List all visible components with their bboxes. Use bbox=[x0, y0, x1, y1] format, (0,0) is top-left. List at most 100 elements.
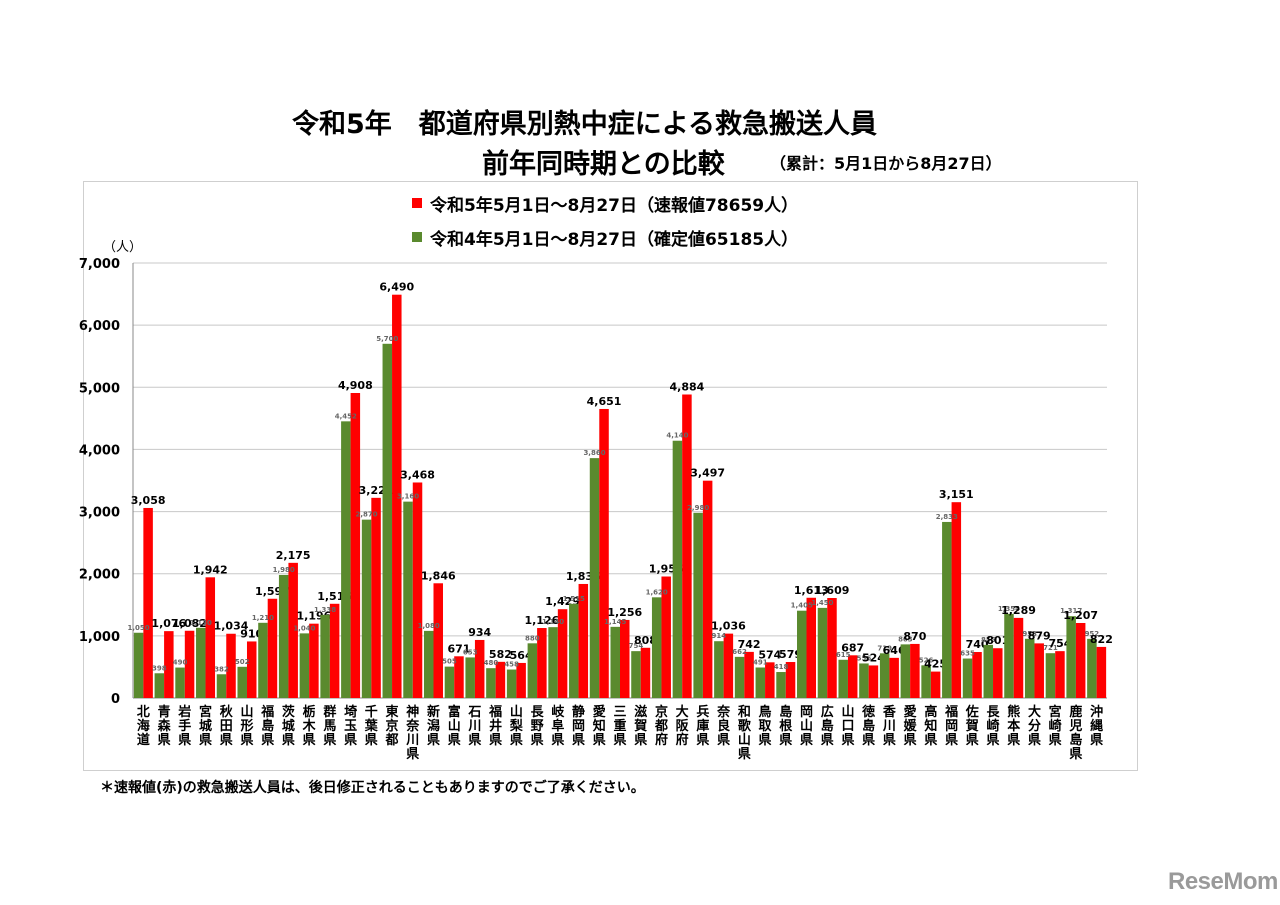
bar-previous bbox=[631, 651, 641, 698]
bar-current bbox=[827, 598, 837, 698]
bar-previous bbox=[797, 610, 807, 698]
x-tick-label: 島根県 bbox=[779, 704, 793, 748]
data-label-current: 524 bbox=[862, 651, 885, 664]
bar-previous bbox=[962, 658, 973, 698]
bar-current bbox=[288, 562, 298, 698]
data-label-previous: 1,354 bbox=[998, 605, 1020, 613]
bar-previous bbox=[361, 519, 372, 698]
y-tick-label: 6,000 bbox=[79, 319, 120, 334]
data-label-current: 4,884 bbox=[670, 380, 705, 393]
bar-previous bbox=[1087, 638, 1097, 698]
y-tick-label: 7,000 bbox=[79, 257, 120, 272]
bar-previous bbox=[258, 622, 268, 698]
x-tick-label: 大分県 bbox=[1028, 704, 1041, 748]
bar-previous bbox=[1045, 653, 1056, 698]
data-label-current: 2,175 bbox=[276, 549, 311, 562]
bar-previous bbox=[382, 343, 393, 698]
data-label-current: 1,082 bbox=[172, 617, 207, 630]
bar-previous bbox=[320, 614, 330, 698]
data-label-previous: 491 bbox=[753, 658, 768, 666]
x-tick-label: 鹿児島県 bbox=[1068, 704, 1082, 762]
bar-previous bbox=[299, 633, 310, 698]
bar-current bbox=[765, 662, 775, 698]
data-label-previous: 952 bbox=[1085, 630, 1100, 638]
data-label-previous: 2,870 bbox=[355, 511, 377, 519]
data-label-previous: 3,160 bbox=[397, 493, 419, 501]
data-label-previous: 556 bbox=[857, 654, 872, 662]
bar-previous bbox=[175, 667, 185, 698]
data-label-current: 822 bbox=[1090, 633, 1113, 646]
data-label-previous: 719 bbox=[877, 644, 892, 652]
bar-previous bbox=[776, 672, 786, 698]
data-label-previous: 4,140 bbox=[666, 432, 688, 440]
y-tick-label: 3,000 bbox=[79, 506, 120, 521]
chart-period-note: （累計：5月1日から8月27日） bbox=[770, 154, 1002, 173]
x-tick-label: 福岡県 bbox=[944, 704, 958, 748]
data-label-current: 1,076 bbox=[151, 617, 186, 630]
x-tick-label: 沖縄県 bbox=[1090, 704, 1103, 748]
x-tick-label: 秋田県 bbox=[220, 704, 234, 748]
bar-current bbox=[537, 628, 547, 698]
data-label-previous: 2,980 bbox=[687, 504, 709, 512]
data-label-current: 425 bbox=[924, 658, 947, 671]
bar-current bbox=[723, 633, 734, 698]
bar-previous bbox=[879, 653, 890, 698]
data-label-previous: 1,050 bbox=[128, 624, 150, 632]
x-tick-label: 石川県 bbox=[467, 705, 481, 748]
bar-previous bbox=[983, 644, 994, 698]
legend-item-previous: 令和4年5月1日～8月27日（確定値65185人） bbox=[412, 224, 798, 250]
x-tick-label: 宮城県 bbox=[199, 704, 212, 748]
x-tick-label: 岩手県 bbox=[177, 704, 191, 748]
data-label-current: 4,908 bbox=[338, 379, 373, 392]
data-label-previous: 635 bbox=[960, 650, 975, 658]
data-label-current: 574 bbox=[758, 648, 781, 661]
x-tick-label: 千葉県 bbox=[364, 704, 379, 748]
data-label-previous: 1,040 bbox=[293, 624, 315, 632]
bar-current bbox=[1096, 646, 1107, 698]
data-label-current: 742 bbox=[738, 638, 761, 651]
bar-previous bbox=[154, 673, 165, 698]
data-label-previous: 662 bbox=[732, 648, 747, 656]
data-label-previous: 721 bbox=[1043, 644, 1058, 652]
y-tick-label: 4,000 bbox=[79, 443, 120, 458]
data-label-current: 3,058 bbox=[131, 494, 166, 507]
data-label-current: 1,846 bbox=[421, 569, 456, 582]
bar-previous bbox=[714, 641, 724, 698]
x-tick-label: 大阪府 bbox=[676, 704, 690, 748]
bar-previous bbox=[942, 521, 952, 698]
bar-previous bbox=[506, 669, 517, 698]
bar-previous bbox=[651, 597, 662, 698]
bar-previous bbox=[1024, 638, 1035, 698]
data-label-current: 582 bbox=[489, 648, 512, 661]
bar-current bbox=[309, 623, 319, 698]
bar-previous bbox=[527, 643, 538, 698]
bar-current bbox=[702, 480, 713, 698]
data-label-current: 870 bbox=[903, 630, 926, 643]
x-tick-label: 福井県 bbox=[488, 704, 502, 748]
bar-current bbox=[433, 583, 443, 698]
bar-previous bbox=[196, 627, 206, 698]
bar-current bbox=[661, 576, 671, 698]
bar-previous bbox=[838, 659, 848, 698]
bar-current bbox=[910, 643, 920, 698]
x-tick-label: 熊本県 bbox=[1007, 704, 1020, 748]
data-label-current: 671 bbox=[447, 642, 470, 655]
bar-previous bbox=[216, 674, 227, 698]
data-label-previous: 418 bbox=[774, 663, 789, 671]
bar-current bbox=[557, 609, 568, 698]
bar-current bbox=[205, 577, 216, 698]
x-tick-label: 群馬県 bbox=[323, 704, 336, 748]
bar-current bbox=[143, 507, 153, 698]
x-tick-label: 山口県 bbox=[841, 704, 854, 748]
footnote: ＊速報値(赤)の救急搬送人員は、後日修正されることもありますのでご了承ください。 bbox=[100, 780, 645, 796]
bar-previous bbox=[672, 440, 683, 698]
bar-current bbox=[682, 394, 692, 698]
bar-previous bbox=[693, 512, 703, 698]
data-label-current: 808 bbox=[634, 634, 657, 647]
data-label-previous: 3,860 bbox=[583, 449, 605, 457]
x-tick-label: 鳥取県 bbox=[759, 704, 773, 748]
data-label-previous: 880 bbox=[525, 634, 540, 642]
data-label-current: 1,036 bbox=[711, 620, 746, 633]
data-label-current: 801 bbox=[986, 634, 1009, 647]
data-label-previous: 1,080 bbox=[418, 622, 440, 630]
